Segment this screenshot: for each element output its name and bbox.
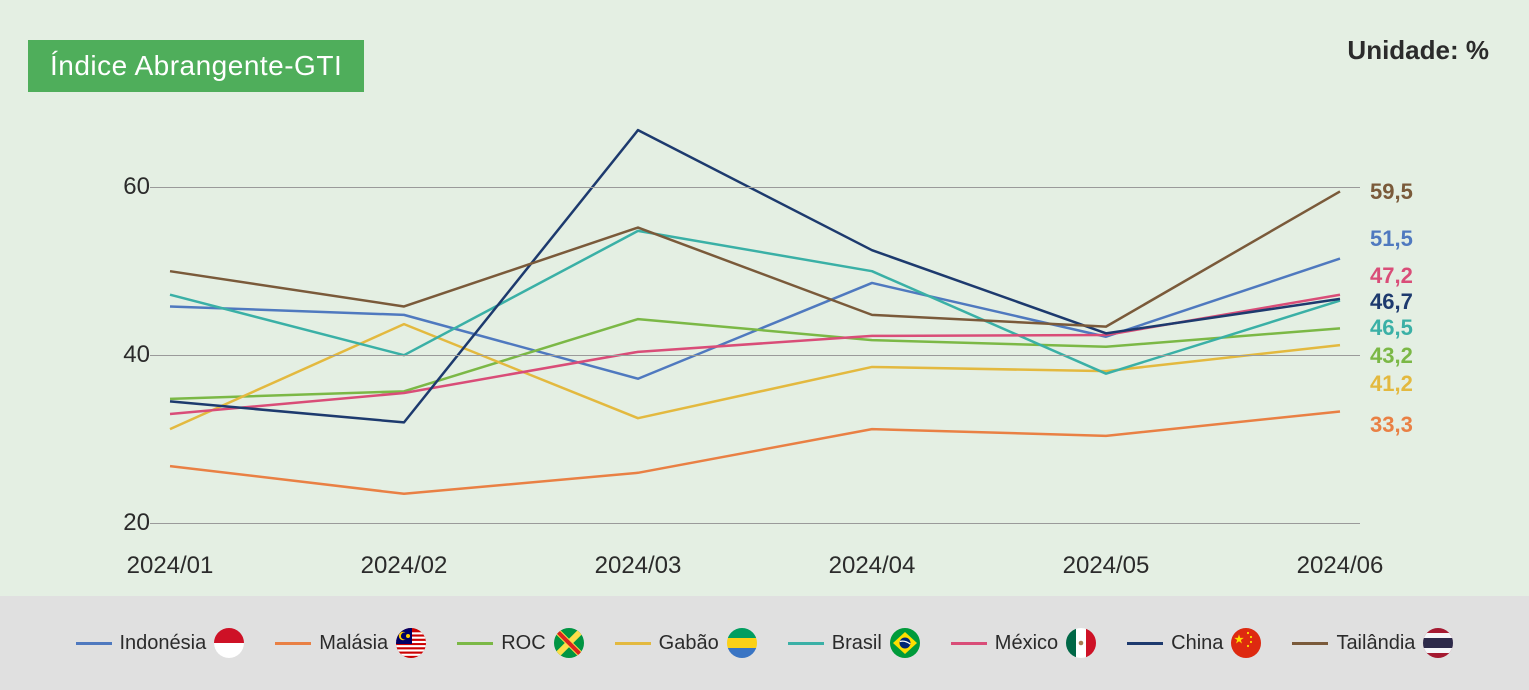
- legend-item: ROC: [457, 628, 583, 658]
- gti-panel: Índice Abrangente-GTI Unidade: % 2040602…: [0, 0, 1529, 690]
- series-line: [170, 231, 1340, 374]
- series-line: [170, 259, 1340, 379]
- legend-label: Malásia: [319, 632, 388, 655]
- roc-flag-icon: [554, 628, 584, 658]
- series-end-label: 46,7: [1370, 289, 1413, 315]
- y-tick-label: 20: [123, 509, 150, 537]
- thailand-flag-icon: [1423, 628, 1453, 658]
- x-tick-label: 2024/02: [361, 552, 448, 580]
- legend-color-dash: [1292, 642, 1328, 645]
- legend-item: Gabão: [615, 628, 757, 658]
- series-end-label: 33,3: [1370, 412, 1413, 438]
- legend-label: ROC: [501, 632, 545, 655]
- series-end-label: 47,2: [1370, 263, 1413, 289]
- gridline: [150, 187, 1360, 188]
- legend-item: México: [951, 628, 1096, 658]
- legend-label: Brasil: [832, 632, 882, 655]
- x-tick-label: 2024/05: [1063, 552, 1150, 580]
- plot-area: 2040602024/012024/022024/032024/042024/0…: [170, 120, 1340, 540]
- indonesia-flag-icon: [214, 628, 244, 658]
- legend-color-dash: [788, 642, 824, 645]
- legend-color-dash: [1127, 642, 1163, 645]
- unit-label: Unidade: %: [1347, 35, 1489, 66]
- series-line: [170, 130, 1340, 422]
- series-end-label: 59,5: [1370, 179, 1413, 205]
- legend-item: Tailândia: [1292, 628, 1453, 658]
- x-tick-label: 2024/03: [595, 552, 682, 580]
- legend-label: China: [1171, 632, 1223, 655]
- legend-label: Gabão: [659, 632, 719, 655]
- legend-item: China: [1127, 628, 1261, 658]
- china-flag-icon: [1231, 628, 1261, 658]
- legend-color-dash: [76, 642, 112, 645]
- y-tick-label: 60: [123, 173, 150, 201]
- line-chart-svg: [170, 120, 1340, 540]
- legend-item: Malásia: [275, 628, 426, 658]
- gridline: [150, 523, 1360, 524]
- legend-color-dash: [275, 642, 311, 645]
- series-end-label: 46,5: [1370, 315, 1413, 341]
- chart-title-badge: Índice Abrangente-GTI: [28, 40, 364, 92]
- series-end-label: 41,2: [1370, 371, 1413, 397]
- legend-color-dash: [615, 642, 651, 645]
- legend-label: Indonésia: [120, 632, 207, 655]
- legend-item: Indonésia: [76, 628, 245, 658]
- legend-label: Tailândia: [1336, 632, 1415, 655]
- series-line: [170, 191, 1340, 326]
- legend-bar: IndonésiaMalásia ROC GabãoBrasil México …: [0, 596, 1529, 690]
- mexico-flag-icon: [1066, 628, 1096, 658]
- series-end-label: 43,2: [1370, 343, 1413, 369]
- brazil-flag-icon: [890, 628, 920, 658]
- y-tick-label: 40: [123, 341, 150, 369]
- legend-color-dash: [951, 642, 987, 645]
- x-tick-label: 2024/01: [127, 552, 214, 580]
- legend-label: México: [995, 632, 1058, 655]
- series-end-label: 51,5: [1370, 226, 1413, 252]
- x-tick-label: 2024/06: [1297, 552, 1384, 580]
- gridline: [150, 355, 1360, 356]
- malaysia-flag-icon: [396, 628, 426, 658]
- legend-item: Brasil: [788, 628, 920, 658]
- x-tick-label: 2024/04: [829, 552, 916, 580]
- series-line: [170, 411, 1340, 493]
- legend-color-dash: [457, 642, 493, 645]
- gabon-flag-icon: [727, 628, 757, 658]
